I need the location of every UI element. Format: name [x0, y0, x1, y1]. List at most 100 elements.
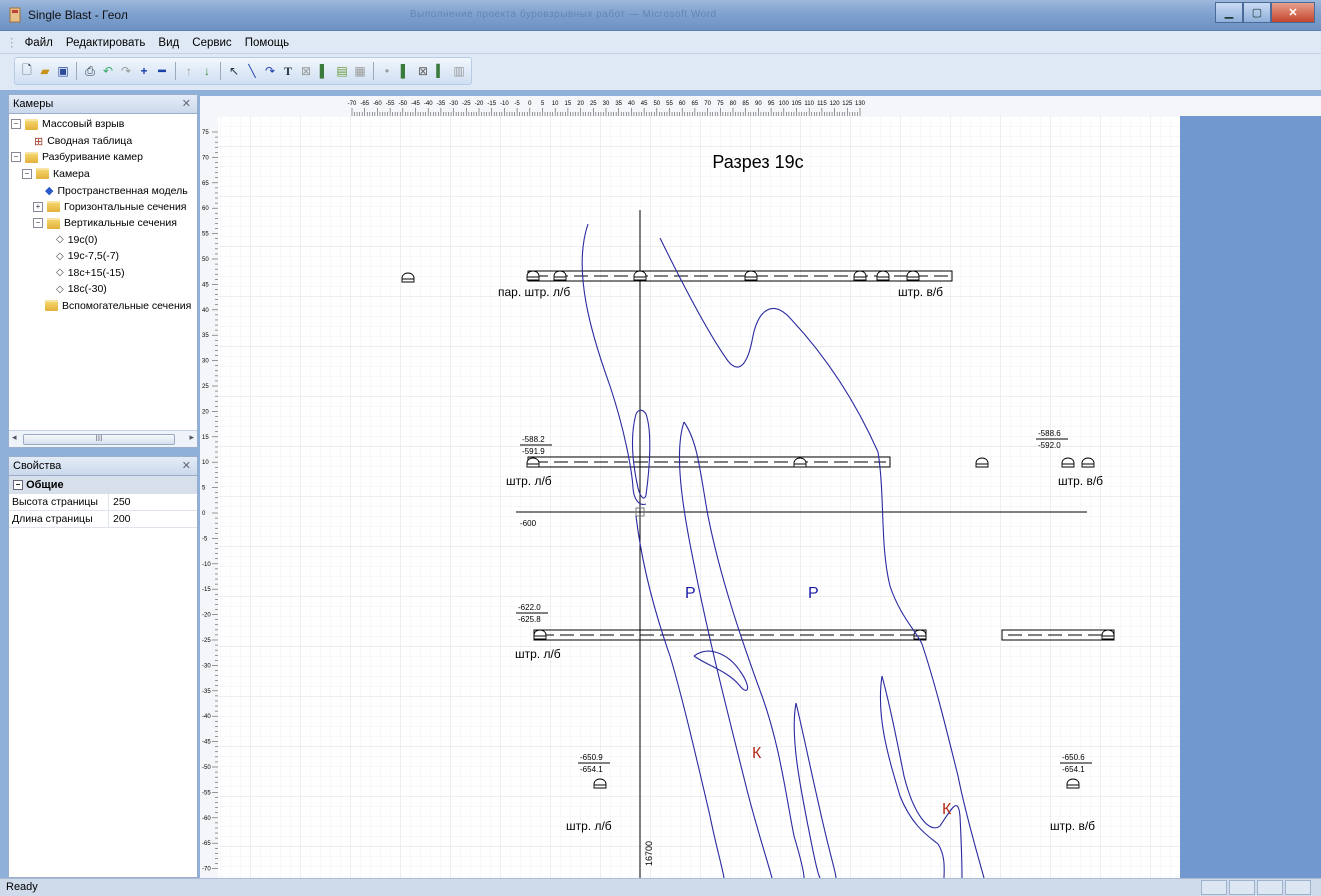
ruler-tick-label: 55	[666, 101, 673, 107]
menu-file[interactable]: Файл	[24, 37, 53, 49]
tree-item-label: Сводная таблица	[47, 135, 133, 147]
polyline-icon[interactable]: ↷	[264, 64, 276, 78]
select-icon[interactable]: ↖	[228, 64, 240, 78]
point-icon[interactable]: •	[384, 64, 390, 78]
tree-item[interactable]: − Разбуривание камер	[11, 151, 143, 163]
tree-item[interactable]: ◇ 19с(0)	[44, 234, 97, 246]
property-value[interactable]: 250	[113, 496, 131, 508]
maximize-button[interactable]: ▢	[1243, 2, 1271, 23]
drawing-area[interactable]: -70 -65 -60 -55 -50 -45 -40 -35 -30 -25 -20 -15 -10-…	[200, 96, 1321, 878]
zoom-in-icon[interactable]: +	[140, 64, 148, 78]
properties-panel-close-icon[interactable]: ✕	[181, 460, 191, 472]
ruler-tick-label: -40	[202, 714, 211, 720]
minimize-button[interactable]: ▁	[1215, 2, 1243, 23]
collapse-icon[interactable]: −	[11, 119, 21, 129]
svg-text:-588.2: -588.2	[522, 435, 545, 444]
ruler-tick-label: 125	[842, 101, 853, 107]
svg-text:-622.0: -622.0	[518, 603, 541, 612]
ruler-tick-label: 20	[577, 101, 584, 107]
tunnel-symbol	[533, 629, 547, 640]
expand-icon[interactable]: +	[33, 201, 43, 212]
close-button[interactable]: ✕	[1271, 2, 1315, 23]
open-icon[interactable]: ▰	[40, 64, 50, 78]
tunnel-symbol	[526, 457, 540, 468]
ruler-tick-label: 0	[202, 511, 206, 517]
menu-help[interactable]: Помощь	[244, 37, 290, 49]
menu-edit[interactable]: Редактировать	[65, 37, 146, 49]
text-icon[interactable]: T	[283, 63, 292, 78]
grid-icon[interactable]: ⊠	[417, 64, 429, 78]
tree-item[interactable]: − Массовый взрыв	[11, 118, 124, 130]
undo-icon[interactable]: ↶	[102, 64, 114, 78]
arrow-up-icon[interactable]: ↑	[186, 64, 192, 78]
tree-item[interactable]: Вспомогательные сечения	[33, 300, 191, 312]
ruler-tick-label: 25	[590, 101, 597, 107]
ruler-tick-label: 0	[528, 101, 532, 107]
charge-icon[interactable]: ▌	[319, 64, 329, 78]
tree-item[interactable]: ⊞ Сводная таблица	[22, 135, 132, 148]
tree-item-label: 19с-7,5(-7)	[67, 250, 120, 262]
tunnel-symbols	[401, 270, 1115, 789]
hole-icon[interactable]: ⊠	[300, 64, 312, 78]
arrow-down-icon[interactable]: ↓	[204, 64, 210, 78]
ruler-tick-label: 110	[804, 101, 814, 107]
image-icon[interactable]: ▤	[336, 64, 348, 78]
tree-item-label: 18с(-30)	[67, 283, 107, 295]
redo-icon[interactable]: ↷	[120, 64, 132, 78]
maximize-icon: ▢	[1251, 7, 1263, 19]
fill-icon[interactable]: ▦	[354, 64, 366, 78]
ruler-tick-label: 55	[202, 232, 209, 238]
tree-item[interactable]: ◆ Пространственная модель	[33, 184, 188, 198]
ruler-tick-label: 95	[768, 101, 775, 107]
ruler-tick-label: -20	[475, 101, 484, 107]
zoom-out-icon[interactable]: ━	[158, 64, 166, 78]
cameras-tree: − Массовый взрыв ⊞ Сводная таблица − Разбурив…	[9, 114, 197, 432]
save-icon[interactable]: ▣	[57, 64, 69, 78]
property-value[interactable]: 200	[113, 513, 131, 525]
collapse-icon[interactable]: −	[11, 152, 21, 162]
page-grid	[218, 116, 1180, 878]
menu-view[interactable]: Вид	[158, 37, 180, 49]
scroll-left-icon[interactable]: ◂	[12, 432, 17, 442]
cameras-hscrollbar[interactable]: ◂ III ▸	[9, 430, 197, 447]
ruler-tick-label: 5	[541, 101, 545, 107]
tunnel-symbol	[793, 457, 807, 468]
drawing-canvas[interactable]: -70 -65 -60 -55 -50 -45 -40 -35 -30 -25 -20 -15 -10-…	[200, 96, 1321, 878]
menu-service[interactable]: Сервис	[192, 37, 232, 49]
property-category[interactable]: − Общие	[9, 476, 197, 494]
cameras-panel-close-icon[interactable]: ✕	[181, 98, 191, 110]
tree-item[interactable]: ◇ 18с(-30)	[44, 283, 107, 295]
ruler-tick-label: 20	[202, 409, 209, 415]
cameras-panel: Камеры ✕ − Массовый взрыв ⊞ Сводная таблица…	[8, 94, 198, 448]
section-icon[interactable]: ▌	[400, 64, 410, 78]
collapse-icon[interactable]: −	[22, 168, 32, 179]
ruler-tick-label: 70	[704, 101, 711, 107]
tree-item[interactable]: ◇ 18с+15(-15)	[44, 267, 125, 279]
tree-item[interactable]: − Камера	[22, 168, 90, 180]
ruler-tick-label: -30	[202, 663, 211, 669]
property-row-height[interactable]: Высота страницы 250	[9, 494, 197, 511]
ruler-tick-label: 80	[730, 101, 737, 107]
tree-item[interactable]: − Вертикальные сечения	[33, 217, 177, 229]
property-row-width[interactable]: Длина страницы 200	[9, 511, 197, 528]
toolbar: 🗋 ▰ ▣ ⎙ ↶ ↷ + ━ ↑ ↓ ↖ ╲ ↷ T ⊠ ▌ ▤ ▦ • ▌ …	[0, 54, 1321, 90]
svg-text:-654.1: -654.1	[1062, 765, 1085, 774]
svg-text:-592.0: -592.0	[1038, 441, 1061, 450]
new-icon[interactable]: 🗋	[22, 62, 32, 77]
scrollbar-thumb[interactable]: III	[23, 434, 175, 445]
tree-item[interactable]: ◇ 19с-7,5(-7)	[44, 250, 119, 262]
ruler-tick-label: -50	[202, 765, 211, 771]
stemming-icon[interactable]: ▍	[436, 64, 446, 78]
layer-icon[interactable]: ▥	[453, 64, 465, 78]
scroll-right-icon[interactable]: ▸	[189, 432, 194, 442]
ruler-tick-label: -45	[202, 740, 211, 746]
print-icon[interactable]: ⎙	[85, 63, 95, 78]
ruler-tick-label: -5	[202, 536, 208, 542]
section-icon: ◇	[56, 267, 64, 278]
tree-item[interactable]: + Горизонтальные сечения	[33, 201, 187, 213]
collapse-icon[interactable]: −	[33, 218, 43, 228]
geology-contours	[581, 223, 985, 878]
collapse-icon[interactable]: −	[13, 480, 23, 491]
tree-item-label: 18с+15(-15)	[67, 266, 125, 279]
line-icon[interactable]: ╲	[248, 64, 256, 78]
